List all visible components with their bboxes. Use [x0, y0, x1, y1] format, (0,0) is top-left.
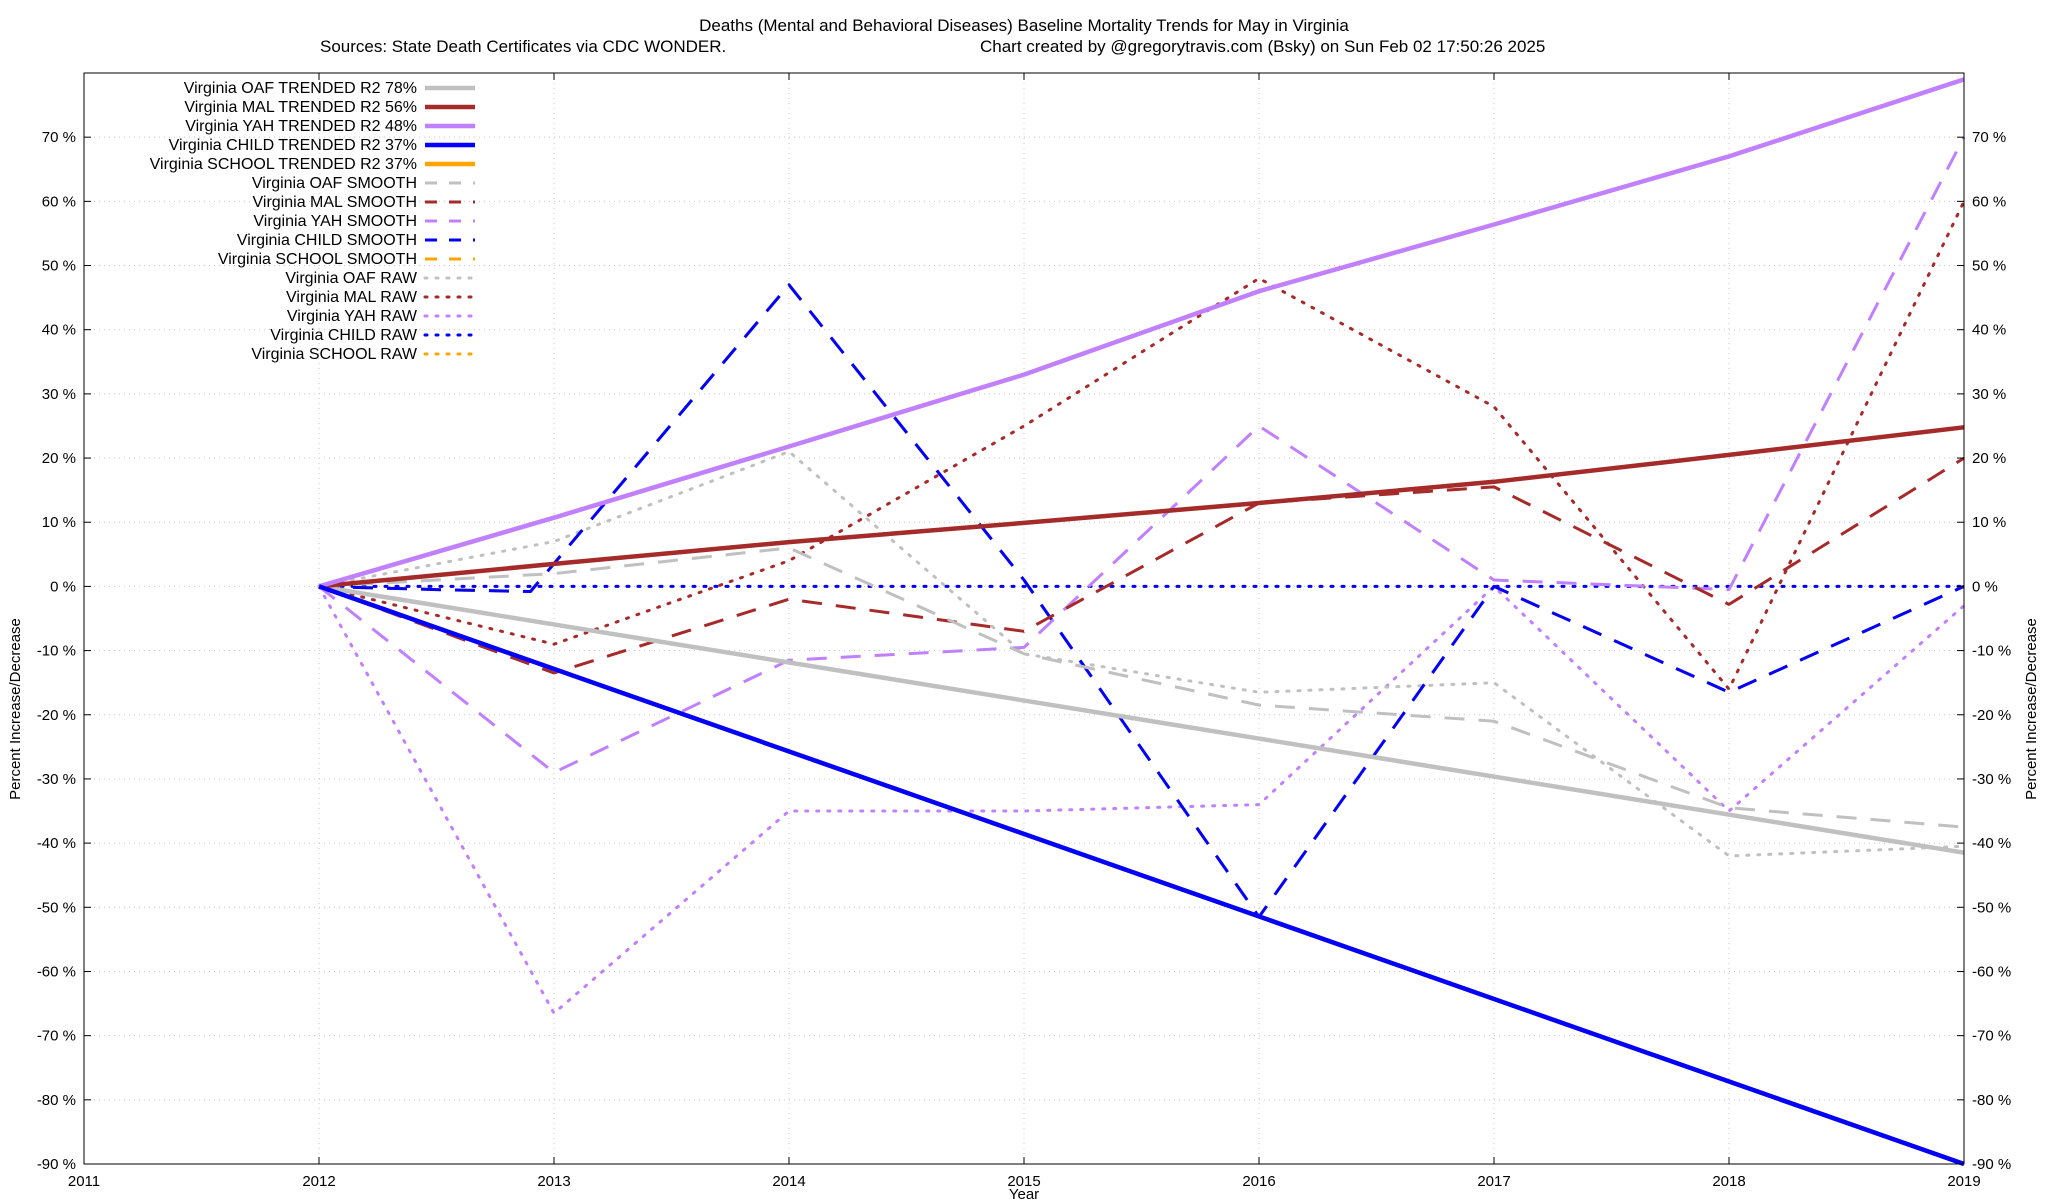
legend-label: Virginia CHILD TRENDED R2 37%: [169, 137, 417, 154]
legend-label: Virginia YAH TRENDED R2 48%: [185, 118, 417, 135]
x-tick-label: 2018: [1712, 1173, 1745, 1190]
chart-subtitle-source: Sources: State Death Certificates via CD…: [320, 37, 726, 56]
x-axis-label: Year: [1009, 1186, 1039, 1200]
series-line-yah-raw: [317, 584, 1966, 1015]
y2-tick-label: -20 %: [1972, 707, 2011, 724]
y2-tick-label: -80 %: [1972, 1092, 2011, 1109]
y-tick-label: 50 %: [42, 258, 76, 275]
legend-label: Virginia OAF TRENDED R2 78%: [184, 80, 417, 97]
y-tick-label: -20 %: [37, 707, 76, 724]
y2-tick-label: 30 %: [1972, 386, 2006, 403]
x-tick-label: 2011: [68, 1173, 100, 1190]
x-tick-label: 2019: [1947, 1173, 1980, 1190]
y-tick-label: 40 %: [42, 322, 76, 339]
y2-tick-label: 10 %: [1972, 514, 2006, 531]
legend-label: Virginia SCHOOL TRENDED R2 37%: [150, 156, 417, 173]
series-line-oaf-raw: [317, 450, 1966, 858]
y2-axis-label: Percent Increase/Decrease: [2023, 618, 2040, 800]
legend-label: Virginia OAF SMOOTH: [252, 175, 417, 192]
series-line-child-trended: [318, 584, 1965, 1167]
legend-label: Virginia MAL SMOOTH: [253, 194, 417, 211]
y2-tick-label: 60 %: [1972, 193, 2006, 210]
series-line-school-smooth: [318, 283, 1965, 919]
y2-tick-label: -70 %: [1972, 1028, 2011, 1045]
x-tick-label: 2014: [772, 1173, 805, 1190]
y2-tick-label: 70 %: [1972, 129, 2006, 146]
series-line-mal-raw: [317, 199, 1966, 691]
legend-label: Virginia SCHOOL SMOOTH: [218, 251, 417, 268]
x-tick-label: 2016: [1242, 1173, 1275, 1190]
y-tick-label: -10 %: [37, 643, 76, 660]
x-tick-label: 2015: [1007, 1173, 1040, 1190]
series-line-yah-smooth: [318, 136, 1966, 774]
y2-tick-label: -30 %: [1972, 771, 2011, 788]
y-tick-label: -40 %: [37, 835, 76, 852]
legend-label: Virginia YAH SMOOTH: [253, 213, 417, 230]
y2-tick-label: -90 %: [1972, 1156, 2011, 1173]
y-tick-label: -30 %: [37, 771, 76, 788]
y2-tick-label: 20 %: [1972, 450, 2006, 467]
y-tick-label: -60 %: [37, 963, 76, 980]
y-tick-label: -50 %: [37, 899, 76, 916]
y-axis-label: Percent Increase/Decrease: [7, 618, 24, 800]
legend-label: Virginia MAL RAW: [286, 289, 418, 306]
legend-label: Virginia SCHOOL RAW: [251, 346, 418, 363]
y2-tick-label: -60 %: [1972, 963, 2011, 980]
series-line-yah-trended: [318, 77, 1965, 589]
x-tick-label: 2013: [537, 1173, 570, 1190]
y2-tick-label: -40 %: [1972, 835, 2011, 852]
y-tick-label: 0 %: [50, 578, 76, 595]
series-layer: [317, 77, 1966, 1167]
series-line-mal-trended: [318, 425, 1965, 589]
legend-label: Virginia CHILD RAW: [270, 327, 418, 344]
y-tick-label: 10 %: [42, 514, 76, 531]
y2-tick-label: -50 %: [1972, 899, 2011, 916]
series-line-child-smooth: [318, 283, 1965, 919]
y-tick-label: 70 %: [42, 129, 76, 146]
series-line-oaf-trended: [318, 584, 1965, 855]
y2-tick-label: 50 %: [1972, 258, 2006, 275]
chart-title: Deaths (Mental and Behavioral Diseases) …: [699, 16, 1349, 35]
legend-label: Virginia YAH RAW: [287, 308, 418, 325]
y2-tick-label: 0 %: [1972, 578, 1998, 595]
series-line-oaf-smooth: [318, 546, 1965, 829]
y-tick-label: -80 %: [37, 1092, 76, 1109]
y-tick-label: 60 %: [42, 193, 76, 210]
y-tick-label: 20 %: [42, 450, 76, 467]
y-tick-label: -90 %: [37, 1156, 76, 1173]
legend-label: Virginia CHILD SMOOTH: [237, 232, 417, 249]
legend: Virginia OAF TRENDED R2 78% Virginia MAL …: [150, 80, 477, 363]
chart-subtitle-credit: Chart created by @gregorytravis.com (Bsk…: [980, 37, 1545, 56]
tick-labels: 2011 2012 2013 2014 2015 2016 2017 2018 2019-90 …: [37, 73, 2011, 1190]
x-tick-label: 2017: [1477, 1173, 1510, 1190]
x-tick-label: 2012: [302, 1173, 335, 1190]
y-tick-label: 30 %: [42, 386, 76, 403]
y2-tick-label: 40 %: [1972, 322, 2006, 339]
y-tick-label: -70 %: [37, 1028, 76, 1045]
grid: [84, 73, 1964, 1164]
legend-label: Virginia OAF RAW: [285, 270, 417, 287]
y2-tick-label: -10 %: [1972, 643, 2011, 660]
legend-label: Virginia MAL TRENDED R2 56%: [184, 99, 417, 116]
series-line-mal-smooth: [318, 456, 1965, 675]
